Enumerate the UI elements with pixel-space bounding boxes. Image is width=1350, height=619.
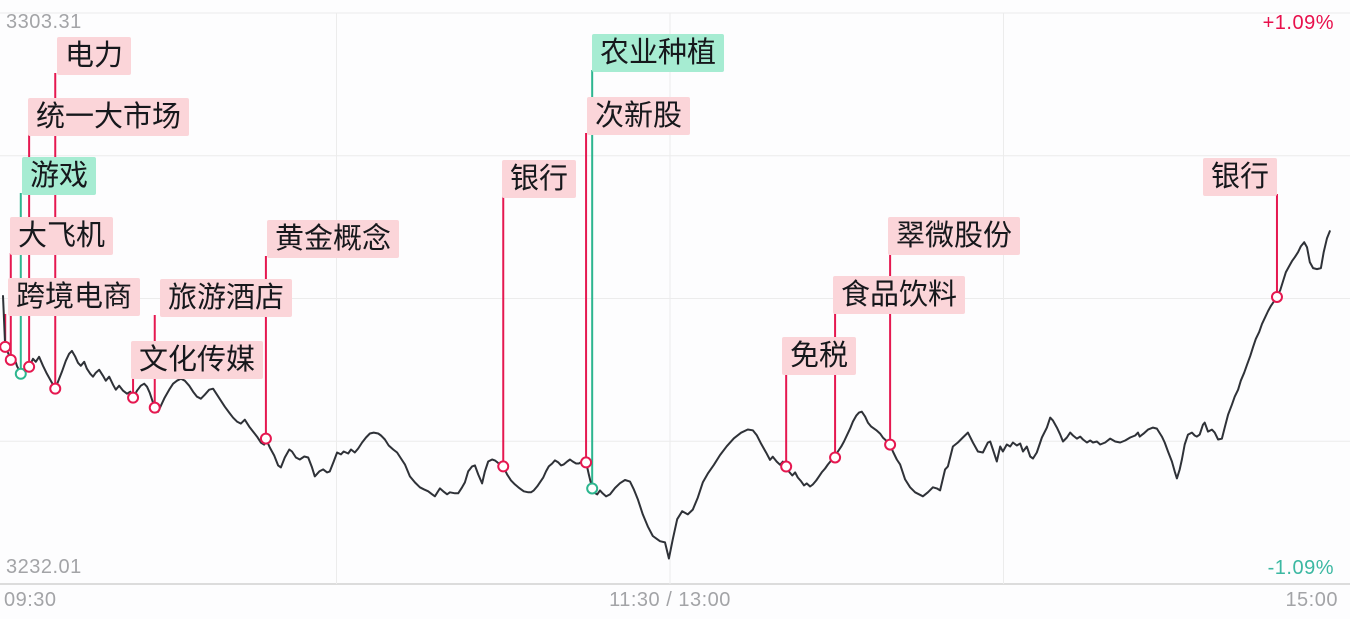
annotation-marker: [14, 367, 27, 380]
sector-tag[interactable]: 跨境电商: [8, 278, 141, 316]
annotation-marker: [259, 432, 272, 445]
annotation-marker: [829, 451, 842, 464]
sector-tag[interactable]: 次新股: [587, 97, 691, 135]
sector-tag[interactable]: 电力: [57, 37, 132, 75]
sector-tag[interactable]: 银行: [502, 160, 577, 198]
time-label-close: 15:00: [1285, 589, 1338, 611]
annotation-marker: [0, 340, 12, 353]
annotation-marker: [23, 360, 36, 373]
sector-tag[interactable]: 免税: [782, 337, 857, 375]
sector-tag[interactable]: 游戏: [22, 157, 97, 195]
annotation-marker: [497, 460, 510, 473]
annotation-marker: [780, 460, 793, 473]
sector-tag[interactable]: 农业种植: [592, 34, 725, 72]
annotation-marker: [148, 401, 161, 414]
price-line: [2, 230, 1331, 560]
annotation-marker: [580, 456, 593, 469]
sector-tag[interactable]: 翠微股份: [888, 217, 1021, 255]
annotation-marker: [884, 438, 897, 451]
annotation-marker: [1270, 290, 1283, 303]
sector-tag[interactable]: 黄金概念: [267, 220, 400, 258]
sector-tag[interactable]: 旅游酒店: [160, 279, 293, 317]
axis-high-value: 3303.31: [6, 11, 82, 33]
axis-low-value: 3232.01: [6, 556, 82, 578]
time-label-midday: 11:30 / 13:00: [609, 589, 731, 611]
sector-tag[interactable]: 文化传媒: [131, 341, 264, 379]
sector-tag[interactable]: 银行: [1203, 158, 1278, 196]
annotation-marker: [586, 482, 599, 495]
time-label-open: 09:30: [4, 589, 57, 611]
sector-tag[interactable]: 统一大市场: [28, 98, 190, 136]
annotation-marker: [127, 391, 140, 404]
annotation-marker: [4, 353, 17, 366]
annotation-marker: [49, 382, 62, 395]
sector-tag[interactable]: 食品饮料: [833, 276, 966, 314]
axis-down-percent: -1.09%: [1267, 557, 1334, 579]
sector-tag[interactable]: 大飞机: [10, 217, 114, 255]
axis-up-percent: +1.09%: [1262, 12, 1334, 34]
